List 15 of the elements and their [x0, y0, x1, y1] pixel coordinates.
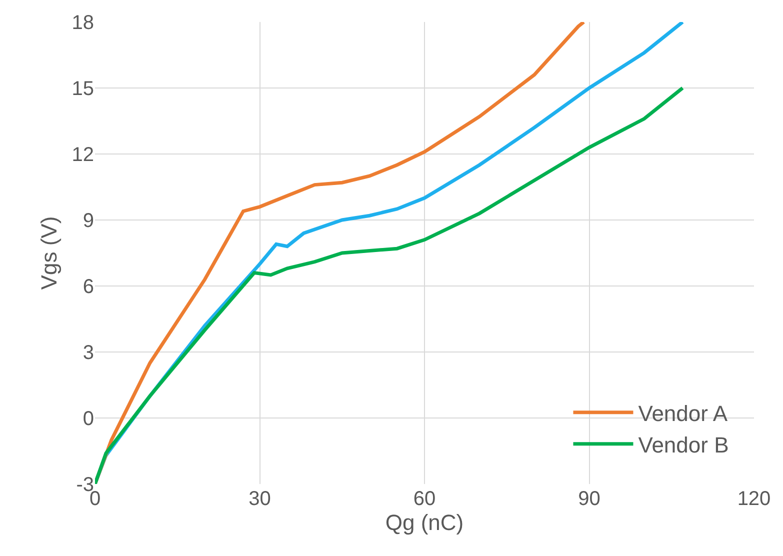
- x-tick-label: 30: [248, 488, 271, 510]
- y-tick-label: 12: [72, 144, 94, 166]
- y-tick-label: 3: [82, 342, 94, 364]
- x-tick-label: 60: [413, 488, 436, 510]
- y-tick-label: 6: [82, 276, 94, 298]
- legend-label: Vendor B: [638, 432, 729, 458]
- x-tick-label: 90: [578, 488, 600, 510]
- y-tick-label: 0: [82, 408, 94, 430]
- x-tick-label: 120: [737, 488, 771, 510]
- y-axis-title: Vgs (V): [36, 216, 62, 290]
- x-axis-title: Qg (nC): [385, 510, 464, 535]
- legend-label: Vendor A: [638, 400, 728, 426]
- y-tick-label: 15: [72, 78, 94, 100]
- y-tick-label: 9: [82, 210, 94, 232]
- y-tick-label: 18: [72, 12, 94, 34]
